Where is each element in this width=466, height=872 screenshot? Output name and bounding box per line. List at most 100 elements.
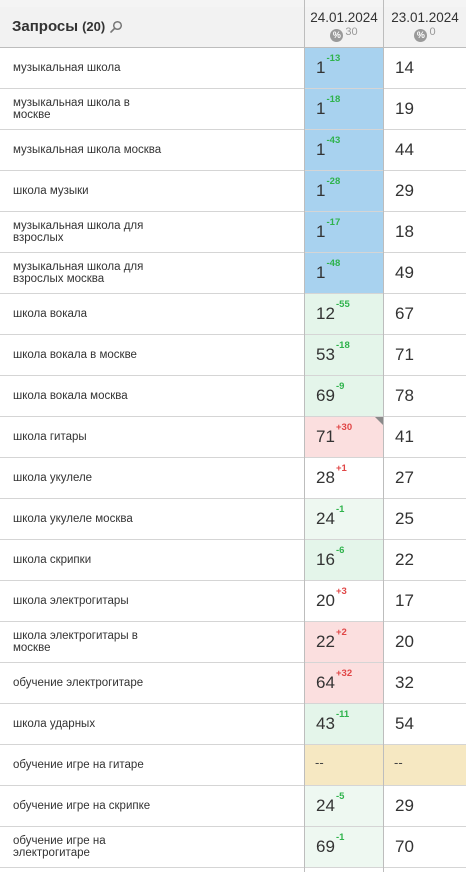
position-cell-current[interactable]: 69 -9 bbox=[305, 376, 383, 416]
position-cell-current[interactable]: 1 -13 bbox=[305, 48, 383, 88]
position-value: 18 bbox=[395, 222, 414, 241]
position-value: 24 bbox=[316, 509, 335, 528]
table-row: музыкальная школа для взрослых 1 -17 18 bbox=[0, 212, 466, 253]
position-change: +2 bbox=[336, 627, 347, 638]
position-cell-current[interactable]: 24 -1 bbox=[305, 499, 383, 539]
position-cell-current[interactable]: 43 -11 bbox=[305, 704, 383, 744]
queries-title[interactable]: Запросы (20) bbox=[12, 18, 123, 35]
position-cell-previous[interactable]: 67 bbox=[384, 294, 466, 334]
position-cell-current[interactable]: 1 -17 bbox=[305, 212, 383, 252]
queries-title-label: Запросы bbox=[12, 18, 79, 35]
position-value: 71 bbox=[316, 427, 335, 446]
query-label: школа скрипки bbox=[13, 554, 92, 566]
position-value: 49 bbox=[395, 263, 414, 282]
query-text[interactable]: школа гитары bbox=[13, 417, 298, 457]
position-cell-previous[interactable]: 54 bbox=[384, 704, 466, 744]
query-text[interactable]: школа музыки bbox=[13, 171, 298, 211]
position-cell-previous[interactable]: 22 bbox=[384, 540, 466, 580]
position-cell-current[interactable]: 1 -18 bbox=[305, 89, 383, 129]
table-row: школа ударных 43 -11 54 bbox=[0, 704, 466, 745]
query-text[interactable]: музыкальная школа для взрослых bbox=[13, 212, 298, 252]
query-text[interactable]: обучение игре на скрипке bbox=[13, 786, 298, 826]
position-cell-previous[interactable]: 27 bbox=[384, 458, 466, 498]
position-value: 54 bbox=[395, 714, 414, 733]
query-text[interactable]: школа укулеле bbox=[13, 458, 298, 498]
query-text[interactable]: школа вокала москва bbox=[13, 376, 298, 416]
query-text[interactable]: обучение электрогитаре bbox=[13, 663, 298, 703]
query-label: обучение игре на гитаре bbox=[13, 759, 144, 771]
position-change: -6 bbox=[336, 545, 345, 556]
table-row: школа укулеле москва 24 -1 25 bbox=[0, 499, 466, 540]
position-cell-current[interactable]: 22 +2 bbox=[305, 622, 383, 662]
position-cell-previous[interactable]: 14 bbox=[384, 48, 466, 88]
table-row: обучение игре на электрогитаре 69 -1 70 bbox=[0, 827, 466, 868]
position-value: 22 bbox=[316, 632, 335, 651]
date-column-header[interactable]: 24.01.2024 % 30 bbox=[305, 7, 383, 47]
note-corner-icon[interactable] bbox=[375, 417, 383, 425]
position-cell-current[interactable]: 28 +1 bbox=[305, 458, 383, 498]
query-text[interactable]: школа вокала bbox=[13, 294, 298, 334]
position-cell-previous[interactable]: 78 bbox=[384, 376, 466, 416]
position-cell-previous[interactable]: 18 bbox=[384, 212, 466, 252]
position-cell-current[interactable]: -- bbox=[305, 745, 383, 785]
table-row: школа гитары 71 +30 41 bbox=[0, 417, 466, 458]
position-cell-current[interactable]: 24 -5 bbox=[305, 786, 383, 826]
position-cell-current[interactable]: 1 -48 bbox=[305, 253, 383, 293]
query-label: школа укулеле москва bbox=[13, 513, 133, 525]
query-text[interactable]: школа скрипки bbox=[13, 540, 298, 580]
position-value: 19 bbox=[395, 99, 414, 118]
position-cell-previous[interactable]: 41 bbox=[384, 417, 466, 457]
position-cell-previous[interactable]: 29 bbox=[384, 171, 466, 211]
position-cell-previous[interactable]: -- bbox=[384, 745, 466, 785]
position-cell-previous[interactable]: 44 bbox=[384, 130, 466, 170]
position-cell-current[interactable]: 12 -55 bbox=[305, 294, 383, 334]
position-cell-previous[interactable]: 19 bbox=[384, 89, 466, 129]
query-text[interactable]: музыкальная школа в москве bbox=[13, 89, 298, 129]
position-change: -9 bbox=[336, 381, 345, 392]
position-cell-current[interactable]: 20 +3 bbox=[305, 581, 383, 621]
position-cell-previous[interactable]: 70 bbox=[384, 827, 466, 867]
query-text[interactable]: школа электрогитары bbox=[13, 581, 298, 621]
position-cell-previous[interactable]: 17 bbox=[384, 581, 466, 621]
query-text[interactable]: школа укулеле москва bbox=[13, 499, 298, 539]
query-label: школа вокала в москве bbox=[13, 349, 137, 361]
position-cell-current[interactable]: 1 -28 bbox=[305, 171, 383, 211]
query-label: школа гитары bbox=[13, 431, 87, 443]
position-cell-current[interactable]: 64 +32 bbox=[305, 663, 383, 703]
search-icon[interactable] bbox=[109, 20, 123, 34]
query-text[interactable]: обучение игре на электрогитаре bbox=[13, 827, 298, 867]
date-column-header[interactable]: 23.01.2024 % 0 bbox=[384, 7, 466, 47]
position-cell-current[interactable]: 69 -1 bbox=[305, 827, 383, 867]
position-value: 1 bbox=[316, 99, 326, 118]
position-cell-previous[interactable]: 29 bbox=[384, 786, 466, 826]
table-row: школа вокала москва 69 -9 78 bbox=[0, 376, 466, 417]
query-text[interactable]: музыкальная школа для взрослых москва bbox=[13, 253, 298, 293]
position-cell-previous[interactable]: 20 bbox=[384, 622, 466, 662]
query-text[interactable]: обучение игре на гитаре bbox=[13, 745, 298, 785]
position-cell-previous[interactable]: 25 bbox=[384, 499, 466, 539]
position-change: -48 bbox=[326, 258, 341, 269]
position-cell-previous[interactable]: 71 bbox=[384, 335, 466, 375]
position-cell-previous[interactable]: 49 bbox=[384, 253, 466, 293]
position-cell-previous[interactable]: 32 bbox=[384, 663, 466, 703]
position-change: +3 bbox=[336, 586, 347, 597]
query-text[interactable]: школа вокала в москве bbox=[13, 335, 298, 375]
position-value: 1 bbox=[316, 140, 326, 159]
position-cell-current[interactable]: 1 -43 bbox=[305, 130, 383, 170]
position-value: 24 bbox=[316, 796, 335, 815]
position-cell-current[interactable]: 53 -18 bbox=[305, 335, 383, 375]
query-label: школа укулеле bbox=[13, 472, 93, 484]
position-change: -11 bbox=[336, 709, 350, 720]
position-value: 27 bbox=[395, 468, 414, 487]
query-text[interactable]: музыкальная школа москва bbox=[13, 130, 298, 170]
date-label: 23.01.2024 bbox=[391, 10, 459, 25]
position-cell-current[interactable]: 16 -6 bbox=[305, 540, 383, 580]
query-text[interactable]: музыкальная школа bbox=[13, 48, 298, 88]
query-text[interactable]: школа электрогитары в москве bbox=[13, 622, 298, 662]
query-label: музыкальная школа для взрослых bbox=[13, 220, 144, 244]
query-text[interactable]: школа ударных bbox=[13, 704, 298, 744]
position-value: 29 bbox=[395, 796, 414, 815]
position-cell-current[interactable]: 71 +30 bbox=[305, 417, 383, 457]
position-change: +32 bbox=[336, 668, 353, 679]
position-value: 64 bbox=[316, 673, 335, 692]
